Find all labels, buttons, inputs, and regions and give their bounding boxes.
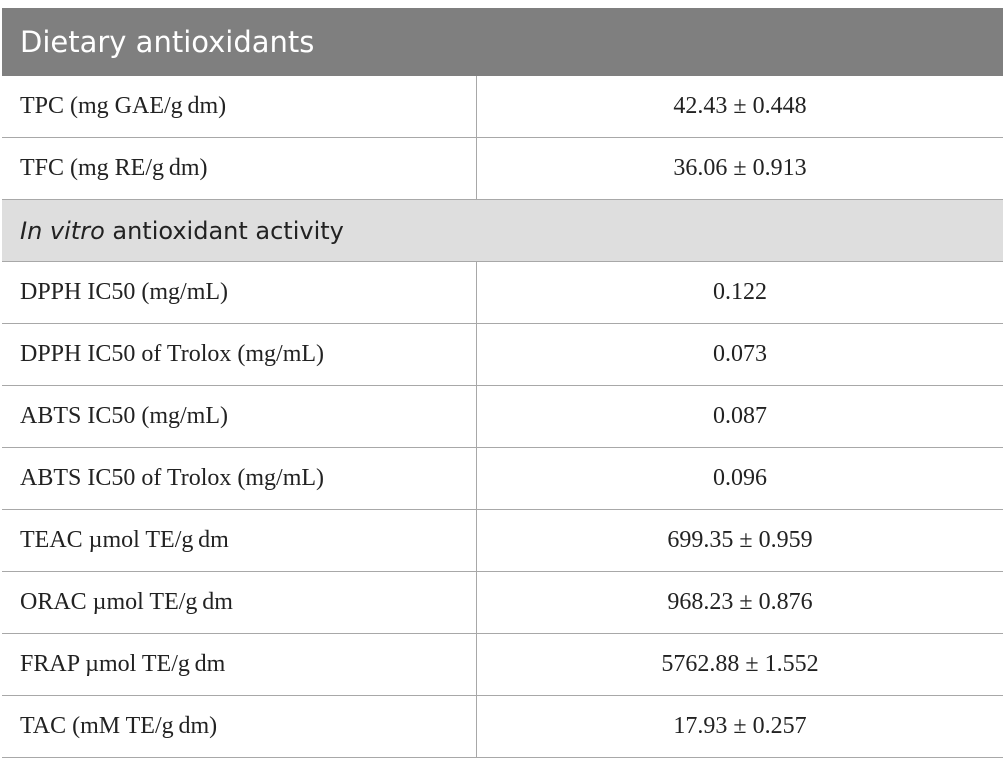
- row-label: ABTS IC50 of Trolox (mg/mL): [2, 448, 477, 509]
- row-value: 0.122: [713, 279, 767, 305]
- table-row: TPC (mg GAE/g dm) 42.43 ± 0.448: [2, 76, 1003, 138]
- row-value: 699.35 ± 0.959: [667, 527, 813, 553]
- row-label: DPPH IC50 (mg/mL): [2, 262, 477, 323]
- section-heading-italic: In vitro: [20, 216, 105, 245]
- row-value: 5762.88 ± 1.552: [661, 651, 819, 677]
- table-row: TFC (mg RE/g dm) 36.06 ± 0.913: [2, 138, 1003, 200]
- row-value: 17.93 ± 0.257: [673, 713, 807, 739]
- row-label: ORAC µmol TE/g dm: [2, 572, 477, 633]
- table-row: ABTS IC50 (mg/mL) 0.087: [2, 386, 1003, 448]
- row-label: DPPH IC50 of Trolox (mg/mL): [2, 324, 477, 385]
- table-header: Dietary antioxidants: [2, 8, 1003, 76]
- table-row: TAC (mM TE/g dm) 17.93 ± 0.257: [2, 696, 1003, 758]
- row-label: TAC (mM TE/g dm): [2, 696, 477, 757]
- section-heading-text: antioxidant activity: [112, 216, 344, 245]
- row-value: 36.06 ± 0.913: [673, 155, 807, 181]
- section-heading: In vitro antioxidant activity: [2, 200, 1003, 262]
- row-label: TPC (mg GAE/g dm): [2, 76, 477, 137]
- table-row: FRAP µmol TE/g dm 5762.88 ± 1.552: [2, 634, 1003, 696]
- row-value: 42.43 ± 0.448: [673, 93, 807, 119]
- row-value: 0.073: [713, 341, 767, 367]
- row-value: 0.087: [713, 403, 767, 429]
- table-row: ORAC µmol TE/g dm 968.23 ± 0.876: [2, 572, 1003, 634]
- table: Dietary antioxidants TPC (mg GAE/g dm) 42…: [2, 8, 1003, 758]
- row-label: ABTS IC50 (mg/mL): [2, 386, 477, 447]
- row-label: TEAC µmol TE/g dm: [2, 510, 477, 571]
- row-label: TFC (mg RE/g dm): [2, 138, 477, 199]
- table-row: TEAC µmol TE/g dm 699.35 ± 0.959: [2, 510, 1003, 572]
- table-row: ABTS IC50 of Trolox (mg/mL) 0.096: [2, 448, 1003, 510]
- row-value: 968.23 ± 0.876: [667, 589, 813, 615]
- row-label: FRAP µmol TE/g dm: [2, 634, 477, 695]
- table-row: DPPH IC50 of Trolox (mg/mL) 0.073: [2, 324, 1003, 386]
- row-value: 0.096: [713, 465, 767, 491]
- table-row: DPPH IC50 (mg/mL) 0.122: [2, 262, 1003, 324]
